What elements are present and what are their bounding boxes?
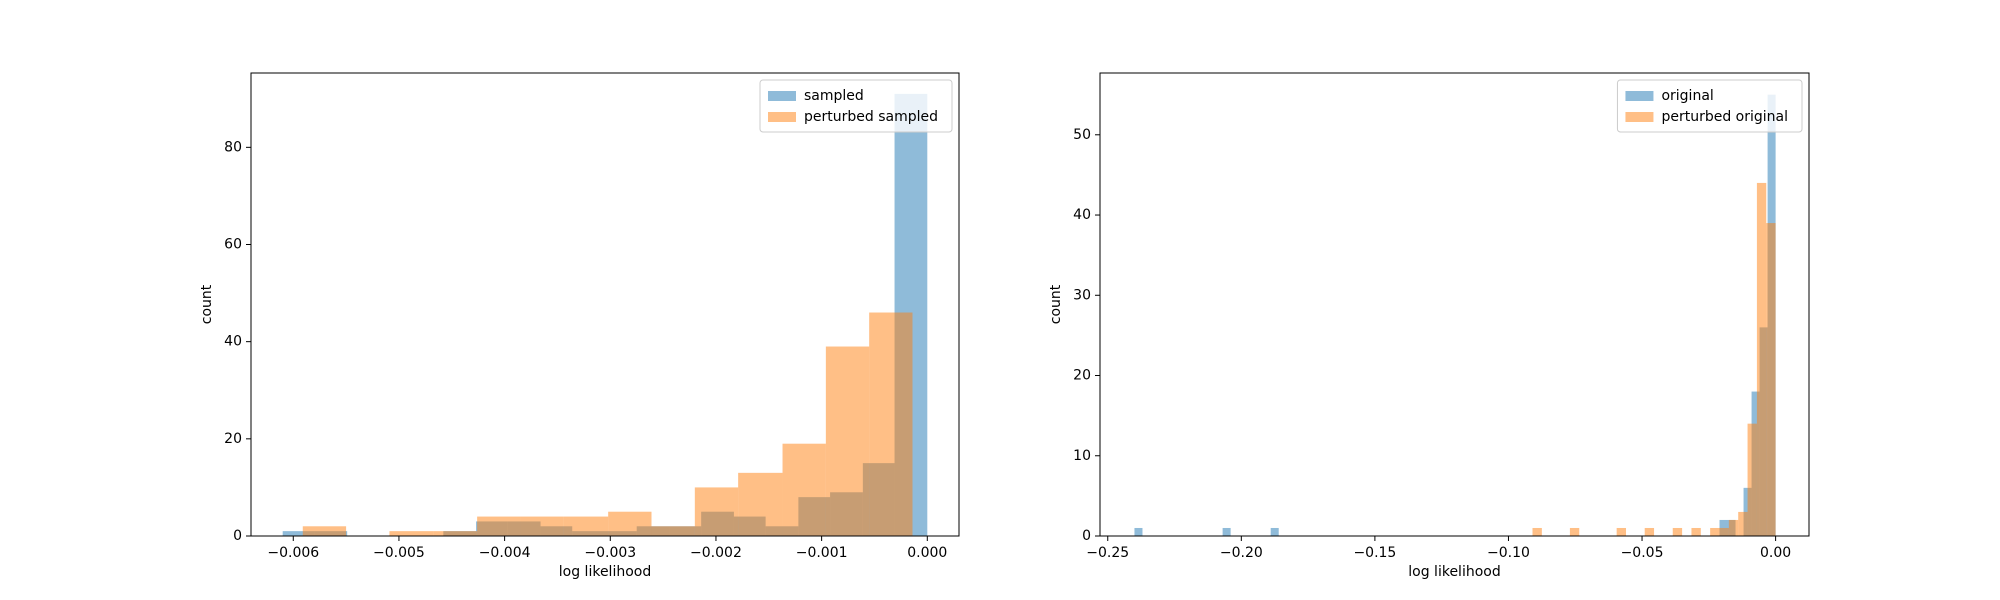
histogram-bar bbox=[1766, 223, 1776, 537]
histogram-bar bbox=[694, 487, 739, 536]
plot-area bbox=[282, 93, 928, 536]
histogram-bar bbox=[1738, 511, 1748, 536]
x-tick-label: −0.004 bbox=[479, 545, 531, 561]
axes-frame bbox=[1099, 72, 1810, 537]
legend-label: original bbox=[1661, 88, 1713, 104]
legend: original perturbed original bbox=[1616, 79, 1803, 133]
histogram-bar bbox=[1222, 527, 1231, 536]
histogram-bar bbox=[1728, 519, 1739, 536]
legend-box bbox=[759, 79, 953, 133]
histogram-bar bbox=[1270, 527, 1279, 536]
y-tick-label: 20 bbox=[1073, 368, 1091, 384]
x-tick-label: −0.006 bbox=[267, 545, 319, 561]
histogram-bar bbox=[1569, 527, 1580, 536]
legend-swatch bbox=[768, 91, 796, 101]
plot-area bbox=[1134, 94, 1776, 537]
histogram-bar bbox=[1691, 527, 1701, 536]
histogram-bar bbox=[477, 516, 521, 536]
y-tick-label: 0 bbox=[233, 528, 242, 544]
x-tick-label: −0.25 bbox=[1086, 545, 1129, 561]
histogram-bar bbox=[608, 511, 652, 536]
x-tick-label: −0.005 bbox=[373, 545, 425, 561]
y-tick-label: 60 bbox=[224, 236, 242, 252]
x-tick-label: −0.20 bbox=[1220, 545, 1263, 561]
axes-frame bbox=[250, 72, 960, 537]
legend-box bbox=[1616, 79, 1803, 133]
x-tick-label: −0.05 bbox=[1621, 545, 1664, 561]
x-axis-label: log likelihood bbox=[1408, 564, 1500, 580]
x-tick-label: −0.10 bbox=[1487, 545, 1530, 561]
histogram-bar bbox=[433, 531, 478, 536]
y-tick-label: 30 bbox=[1073, 287, 1091, 303]
y-tick-label: 80 bbox=[224, 139, 242, 155]
histogram-bar bbox=[1644, 527, 1655, 536]
histogram-bar bbox=[1710, 527, 1720, 536]
x-tick-label: −0.001 bbox=[796, 545, 848, 561]
y-tick-label: 40 bbox=[1073, 207, 1091, 223]
histogram-bar bbox=[782, 443, 826, 536]
y-tick-label: 40 bbox=[224, 334, 242, 350]
x-tick-label: 0.00 bbox=[1760, 545, 1791, 561]
histogram-bar bbox=[1719, 527, 1729, 536]
histogram-bar bbox=[520, 516, 564, 536]
legend-label: sampled bbox=[804, 88, 864, 104]
histogram-bar bbox=[1747, 423, 1757, 536]
x-tick-label: −0.003 bbox=[584, 545, 636, 561]
histogram-bar bbox=[738, 472, 783, 536]
y-axis-label: count bbox=[199, 284, 215, 324]
x-tick-label: 0.000 bbox=[907, 545, 947, 561]
histogram-bar bbox=[651, 526, 695, 536]
y-axis-label: count bbox=[1048, 284, 1064, 324]
x-axis-label: log likelihood bbox=[559, 564, 651, 580]
histogram-bar bbox=[389, 531, 434, 536]
histogram-bar bbox=[1616, 527, 1627, 536]
histogram-bar bbox=[282, 531, 315, 536]
legend-label: perturbed sampled bbox=[804, 109, 938, 125]
legend-swatch bbox=[768, 112, 796, 122]
x-tick-label: −0.002 bbox=[690, 545, 742, 561]
histogram-bar bbox=[563, 516, 609, 536]
histogram-bar bbox=[1756, 182, 1767, 536]
histogram-bar bbox=[1672, 527, 1683, 536]
histogram-bar bbox=[302, 526, 347, 536]
y-tick-label: 20 bbox=[224, 431, 242, 447]
x-tick-label: −0.15 bbox=[1353, 545, 1396, 561]
histogram-bar bbox=[1134, 527, 1143, 536]
histogram-bar bbox=[1532, 527, 1542, 536]
histogram-bar bbox=[825, 346, 870, 536]
histogram-bar bbox=[869, 312, 913, 536]
y-tick-label: 10 bbox=[1073, 448, 1091, 464]
y-tick-label: 50 bbox=[1073, 127, 1091, 143]
legend-swatch bbox=[1625, 112, 1654, 122]
legend-swatch bbox=[1625, 91, 1654, 101]
legend: sampled perturbed sampled bbox=[759, 79, 953, 133]
legend-label: perturbed original bbox=[1661, 109, 1788, 125]
y-tick-label: 0 bbox=[1082, 528, 1091, 544]
